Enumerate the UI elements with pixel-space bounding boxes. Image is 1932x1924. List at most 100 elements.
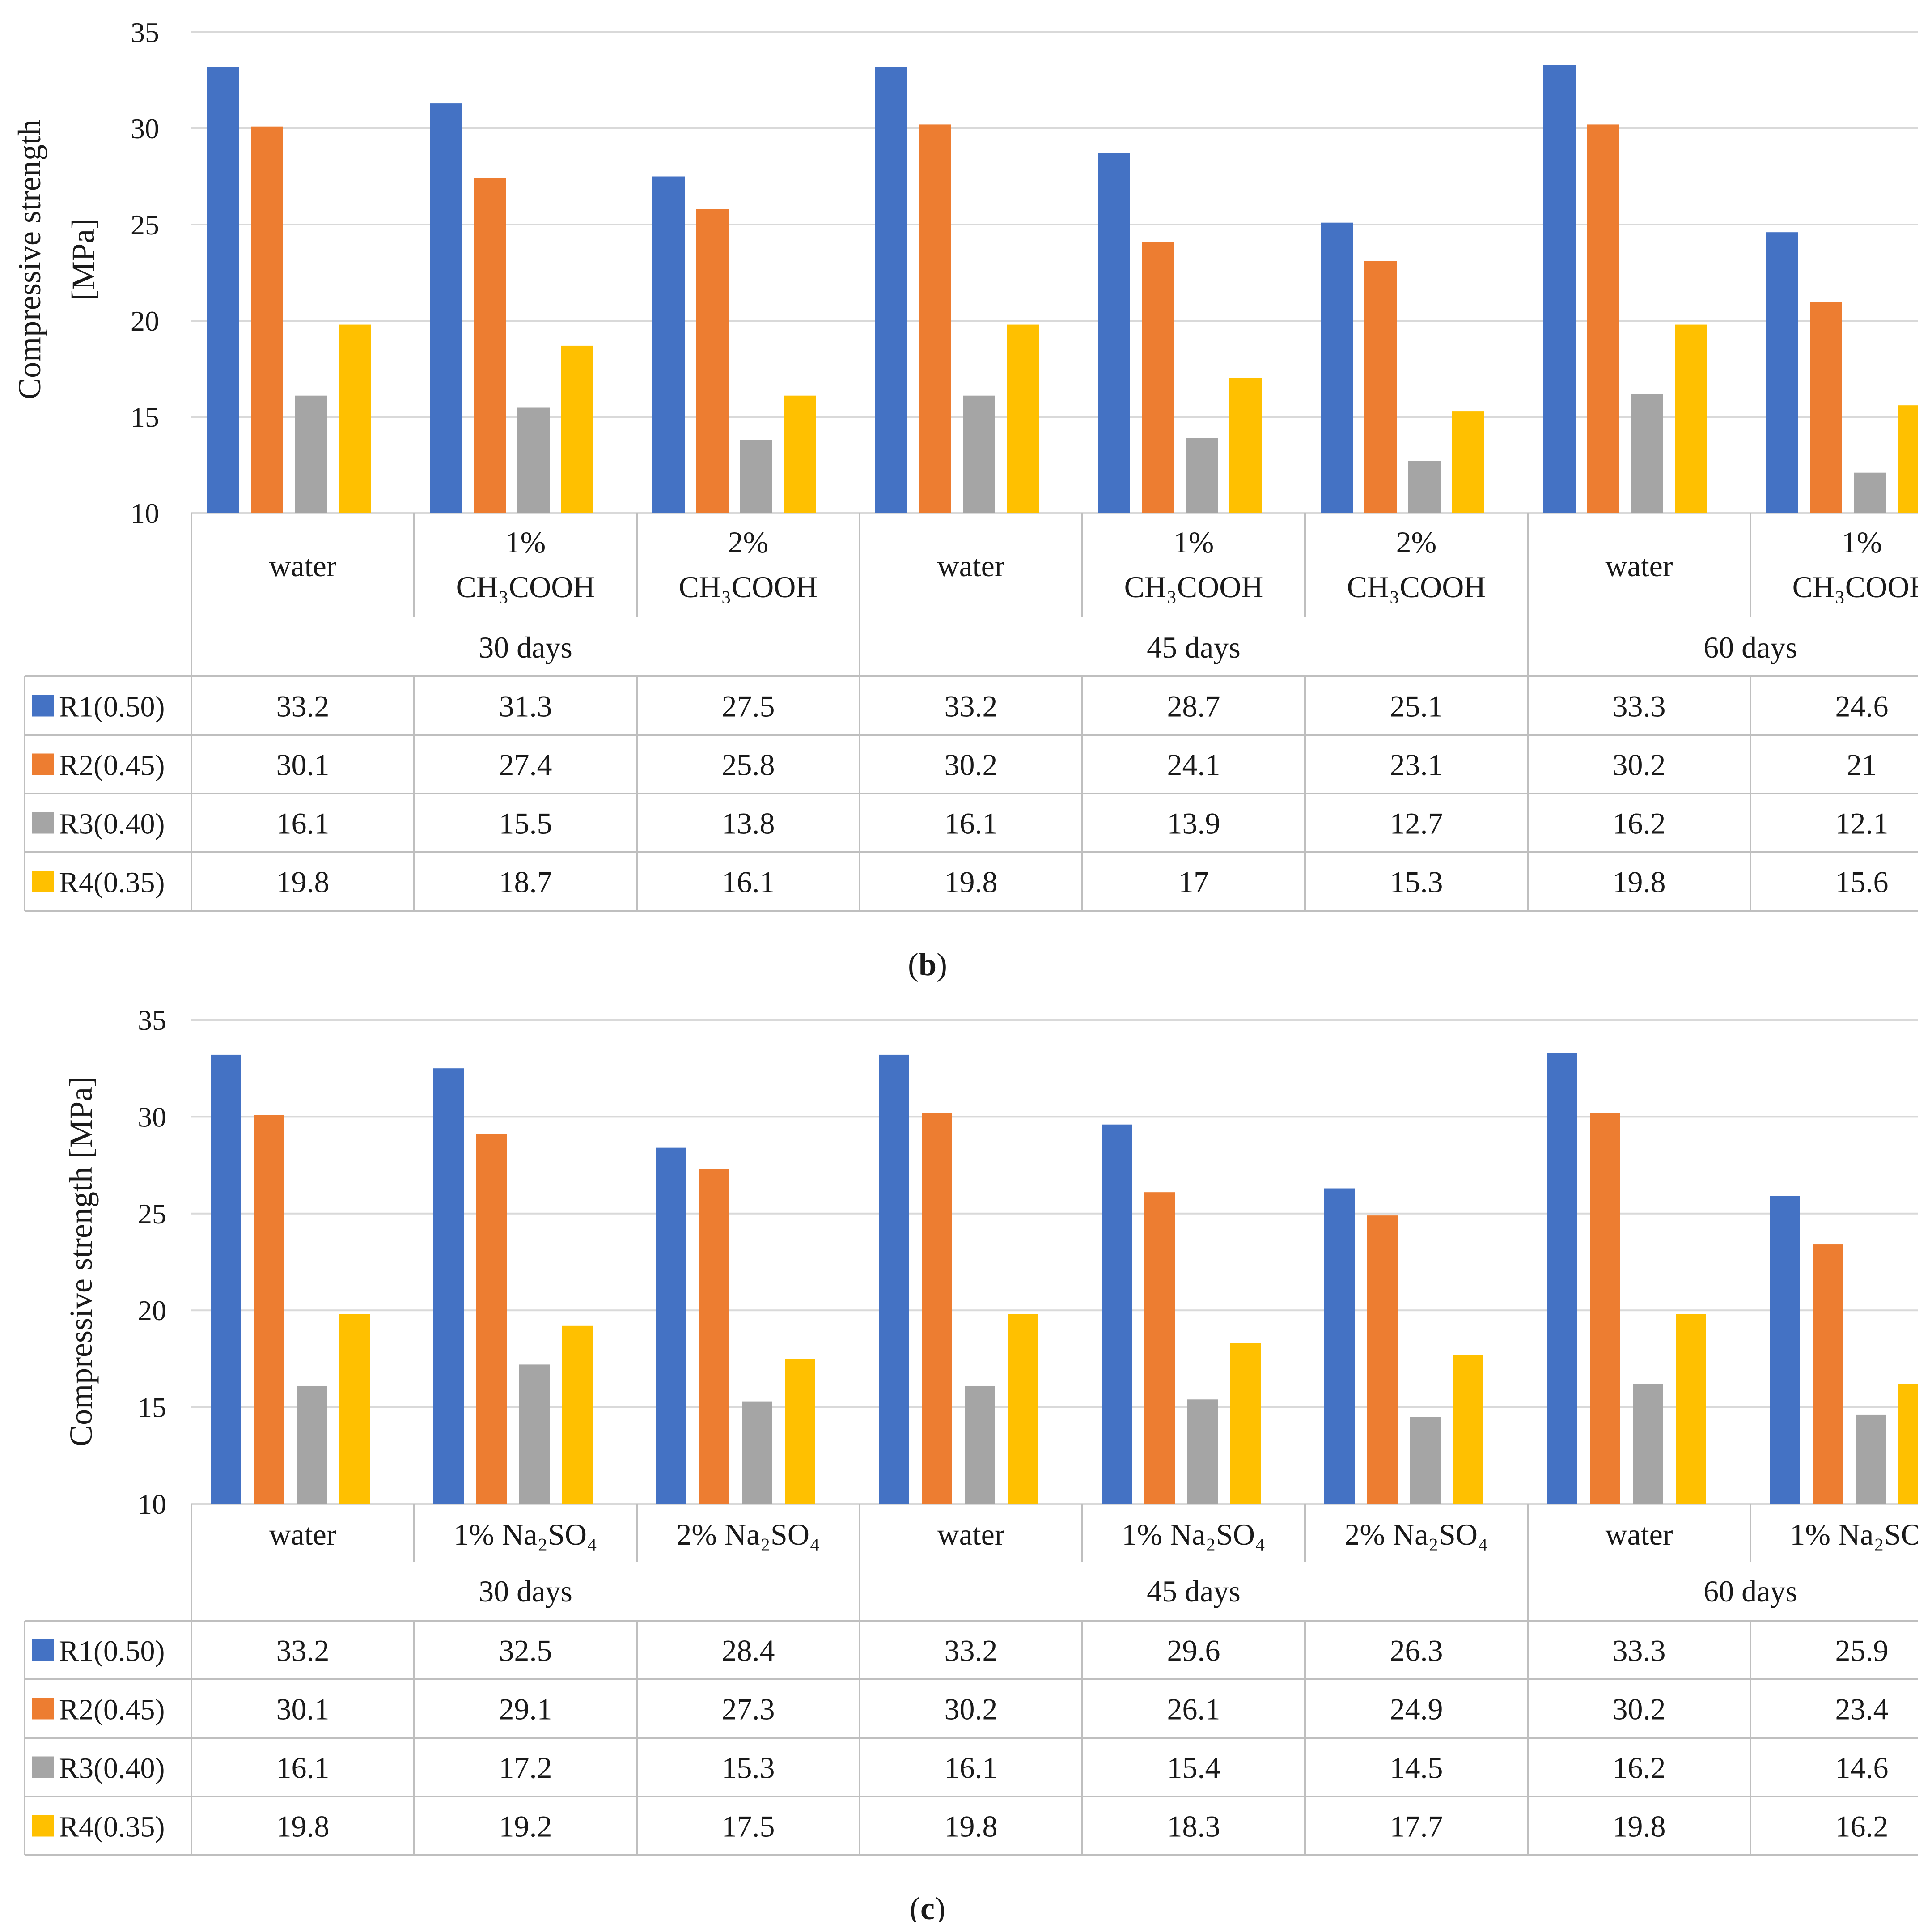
chart-b: water 1% CH₃COOH 2% CH₃COOH water 1% CH₃COOH 2% C… [12, 17, 1932, 982]
category-label: CH₃COOH [1792, 570, 1932, 604]
bar-r1 [1098, 153, 1130, 513]
bar-r1 [430, 103, 462, 514]
data-label: 16.1 [276, 1751, 330, 1785]
y-tick-label: 15 [138, 1392, 166, 1423]
category-label: water [269, 1517, 336, 1551]
bar-r2 [1144, 1192, 1175, 1504]
data-label: 21 [1847, 748, 1877, 782]
data-label: 24.6 [1835, 689, 1889, 723]
y-tick-label: 25 [131, 209, 159, 241]
data-label: 15.3 [1390, 865, 1443, 899]
category-label: 1% [1174, 525, 1214, 559]
bar-r4 [1675, 324, 1707, 513]
chart-body: water 1% Na₂SO₄ 2% Na₂SO₄ water 1% Na₂SO₄ 2% … [24, 1019, 1932, 1856]
data-label: 24.9 [1390, 1692, 1443, 1726]
legend-swatch-r1 [32, 1639, 54, 1661]
data-label: 28.4 [722, 1634, 775, 1668]
category-label: 1% Na₂SO₄ [1122, 1517, 1265, 1551]
data-label: 13.9 [1167, 807, 1220, 841]
data-label: 16.1 [722, 865, 775, 899]
bar-r4 [1452, 411, 1484, 513]
bar-r3 [1187, 1399, 1218, 1504]
data-label: 30.2 [945, 1692, 998, 1726]
group-label: 60 days [1703, 630, 1797, 664]
category-label: CH₃COOH [679, 570, 818, 604]
bar-r1 [1547, 1053, 1577, 1504]
category-label: CH₃COOH [456, 570, 595, 604]
bar-r2 [699, 1169, 729, 1504]
chart-body: water 1% CH₃COOH 2% CH₃COOH water 1% CH₃COOH 2% C… [24, 31, 1932, 912]
data-label: 12.1 [1835, 807, 1889, 841]
panel-caption: (c) [910, 1890, 945, 1922]
legend-swatch-r2 [32, 1698, 54, 1720]
bar-r3 [1410, 1417, 1441, 1504]
y-tick-label: 25 [138, 1198, 166, 1230]
data-label: 31.3 [499, 689, 552, 723]
bar-r2 [696, 209, 729, 514]
group-label: 45 days [1147, 1574, 1241, 1608]
data-label: 18.7 [499, 865, 552, 899]
bar-r1 [1102, 1124, 1132, 1504]
bar-r1 [879, 1054, 909, 1504]
bar-r3 [1633, 1384, 1663, 1504]
bar-r2 [919, 124, 951, 513]
legend-swatch-r1 [32, 695, 54, 717]
bar-r2 [1367, 1215, 1398, 1504]
data-label: 19.8 [1613, 865, 1666, 899]
bar-r1 [652, 176, 685, 513]
category-label: water [937, 549, 1004, 583]
bar-r2 [251, 126, 283, 513]
category-label: water [1605, 1517, 1673, 1551]
bar-r2 [1813, 1244, 1843, 1504]
data-label: 29.1 [499, 1692, 552, 1726]
data-label: 30.1 [276, 1692, 330, 1726]
category-label: 2% [1396, 525, 1437, 559]
bar-r3 [297, 1385, 327, 1504]
legend-label: R2(0.45) [59, 749, 165, 782]
data-label: 23.4 [1835, 1692, 1889, 1726]
data-label: 18.3 [1167, 1809, 1220, 1843]
legend-label: R4(0.35) [59, 866, 165, 899]
data-label: 15.6 [1835, 865, 1889, 899]
bar-r4 [785, 1359, 815, 1504]
legend-swatch-r3 [32, 812, 54, 834]
category-label: water [937, 1517, 1004, 1551]
bar-r2 [474, 178, 506, 513]
category-label: 1% Na₂SO₄ [1790, 1517, 1932, 1551]
bar-r4 [1453, 1355, 1483, 1504]
bar-r3 [1631, 394, 1663, 513]
bar-r2 [1142, 242, 1174, 513]
data-label: 14.5 [1390, 1751, 1443, 1785]
bar-r1 [1543, 65, 1576, 514]
legend-swatch-r4 [32, 871, 54, 892]
panel-caption: (b) [908, 947, 947, 982]
data-label: 30.2 [1613, 1692, 1666, 1726]
bar-r3 [1408, 461, 1441, 513]
category-label: 1% [1842, 525, 1882, 559]
bar-r1 [433, 1068, 464, 1504]
data-label: 33.2 [945, 1634, 998, 1668]
bar-r4 [1676, 1314, 1706, 1504]
bar-r1 [1770, 1196, 1800, 1504]
legend-label: R4(0.35) [59, 1811, 165, 1843]
bar-r2 [1587, 124, 1619, 513]
bar-r4 [1229, 378, 1262, 513]
data-label: 15.4 [1167, 1751, 1220, 1785]
data-label: 30.2 [1613, 748, 1666, 782]
bar-r3 [963, 395, 995, 513]
data-label: 15.3 [722, 1751, 775, 1785]
bar-r4 [339, 324, 371, 513]
data-label: 33.3 [1613, 1634, 1666, 1668]
bar-r4 [1898, 405, 1918, 513]
data-label: 28.7 [1167, 689, 1220, 723]
bar-r2 [1590, 1113, 1620, 1504]
bar-r1 [211, 1054, 241, 1504]
category-label: water [1605, 549, 1673, 583]
y-axis-label: Compressive strength [MPa] [63, 1076, 99, 1447]
data-label: 19.8 [1613, 1809, 1666, 1843]
category-label: 1% Na₂SO₄ [453, 1517, 597, 1551]
bar-r3 [519, 1364, 550, 1504]
legend-swatch-r4 [32, 1815, 54, 1837]
category-label: water [269, 549, 336, 583]
